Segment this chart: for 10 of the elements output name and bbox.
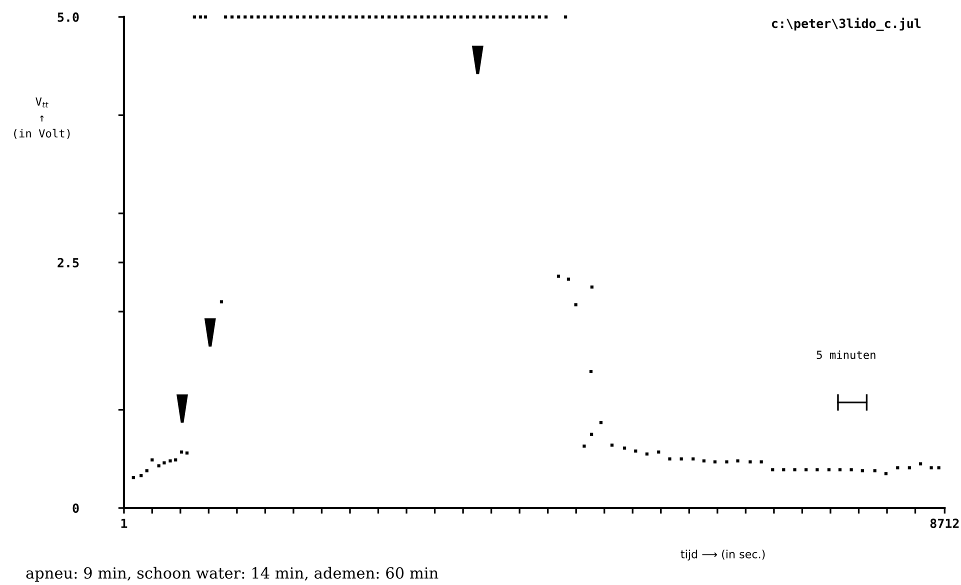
annotation: 5 minuten xyxy=(816,350,876,360)
x-tick-label: 8712 xyxy=(930,518,959,528)
y-axis-title: V$_{tt}$ ↑ (in Volt) xyxy=(14,97,70,139)
x-axis-title: tijd ⟶ (in sec.) xyxy=(680,550,765,561)
x-tick-label: 1 xyxy=(121,518,128,528)
annotation: c:\peter\3lido_c.jul xyxy=(772,18,921,31)
y-tick-label: 5.0 xyxy=(58,12,79,22)
y-tick-label: 0 xyxy=(72,503,79,513)
y-tick-label: 2.5 xyxy=(58,258,79,268)
text: apneu: 9 min, schoon water: 14 min, ademen: 60 min xyxy=(26,566,438,582)
